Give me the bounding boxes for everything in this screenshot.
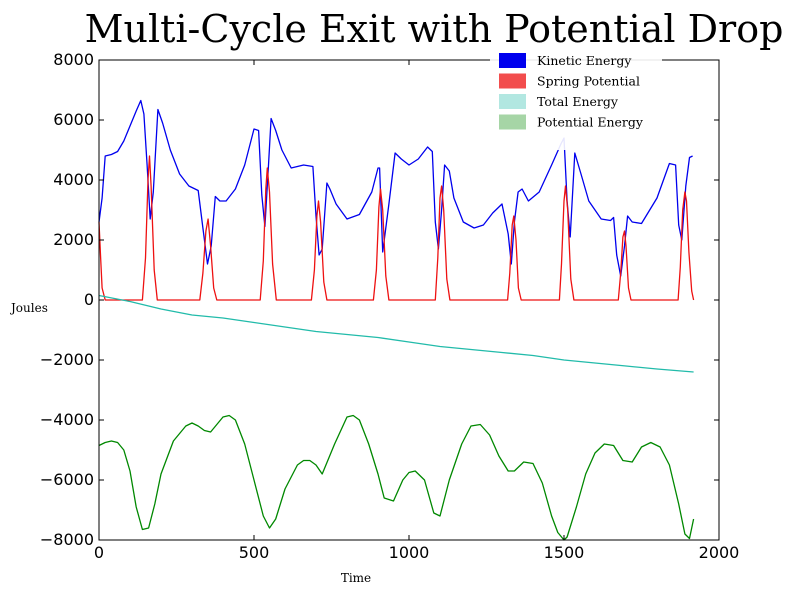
x-tick-label-4: 2000 bbox=[699, 543, 740, 562]
ticks-layer: 0 500 1000 1500 2000 −8000 −6000 −4000 −2000 0 200… bbox=[40, 50, 739, 562]
legend-label-0: Kinetic Energy bbox=[537, 53, 632, 68]
y-axis-label: Joules bbox=[9, 301, 48, 315]
series-line-0 bbox=[98, 99, 693, 277]
chart-title: Multi-Cycle Exit with Potential Drop bbox=[85, 7, 784, 51]
x-tick-label-1: 500 bbox=[239, 543, 270, 562]
legend: Kinetic Energy Spring Potential Total Ener… bbox=[490, 48, 662, 150]
series-line-3 bbox=[98, 414, 695, 541]
legend-label-3: Potential Energy bbox=[537, 115, 644, 130]
y-tick-label-7: 6000 bbox=[53, 110, 94, 129]
legend-swatch-0 bbox=[499, 53, 526, 68]
y-tick-label-2: −4000 bbox=[40, 410, 94, 429]
legend-label-1: Spring Potential bbox=[537, 74, 640, 89]
x-tick-label-0: 0 bbox=[94, 543, 104, 562]
x-tick-label-3: 1500 bbox=[544, 543, 585, 562]
x-axis-label: Time bbox=[341, 571, 371, 585]
x-tick-label-2: 1000 bbox=[389, 543, 430, 562]
y-tick-label-8: 8000 bbox=[53, 50, 94, 69]
y-tick-label-0: −8000 bbox=[40, 530, 94, 549]
legend-swatch-1 bbox=[499, 73, 526, 89]
series-line-1 bbox=[98, 155, 695, 301]
series-layer bbox=[98, 99, 695, 541]
legend-swatch-3 bbox=[499, 114, 526, 130]
y-tick-label-1: −6000 bbox=[40, 470, 94, 489]
y-tick-label-3: −2000 bbox=[40, 350, 94, 369]
y-tick-label-5: 2000 bbox=[53, 230, 94, 249]
series-line-2 bbox=[98, 294, 694, 373]
y-tick-label-4: 0 bbox=[84, 290, 94, 309]
legend-swatch-2 bbox=[499, 94, 526, 109]
y-tick-label-6: 4000 bbox=[53, 170, 94, 189]
legend-label-2: Total Energy bbox=[537, 94, 619, 109]
